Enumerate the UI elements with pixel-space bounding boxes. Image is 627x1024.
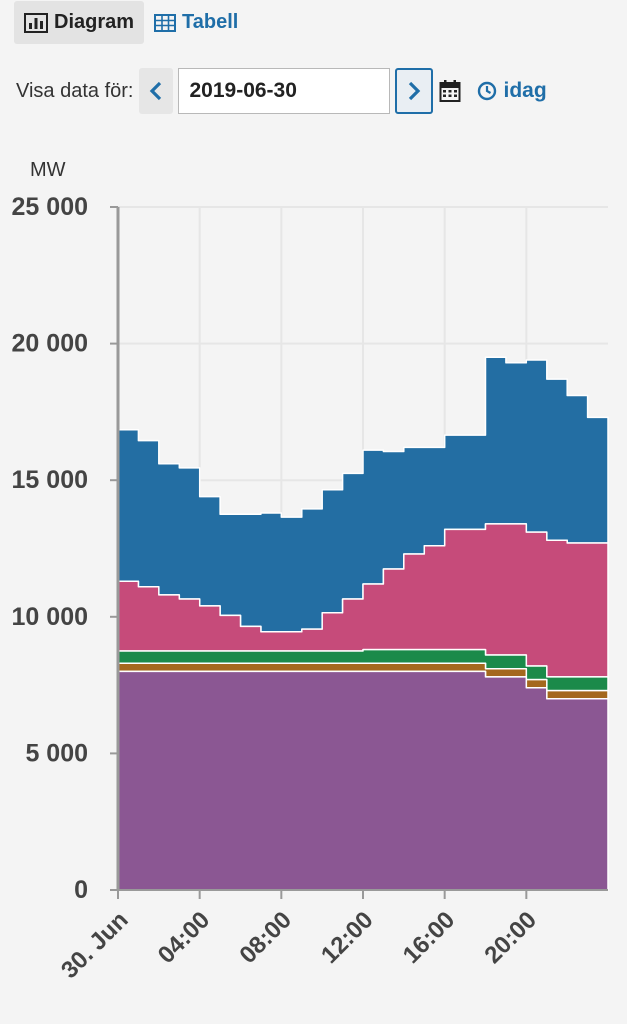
x-tick-label: 30. Jun bbox=[56, 906, 134, 984]
today-link[interactable]: idag bbox=[477, 79, 547, 103]
y-tick-label: 10 000 bbox=[12, 603, 88, 631]
tab-diagram[interactable]: Diagram bbox=[14, 1, 145, 44]
x-tick-label: 16:00 bbox=[398, 906, 461, 969]
x-tick-label: 20:00 bbox=[479, 906, 542, 969]
tab-table-label: Tabell bbox=[182, 11, 239, 33]
clock-icon bbox=[478, 81, 497, 101]
today-label: idag bbox=[503, 79, 547, 102]
y-axis-unit: MW bbox=[30, 159, 66, 181]
tab-table[interactable]: Tabell bbox=[144, 1, 248, 44]
y-tick-label: 25 000 bbox=[12, 193, 88, 221]
prev-date-button[interactable] bbox=[139, 68, 174, 114]
date-input[interactable] bbox=[178, 68, 391, 114]
chevron-right-icon bbox=[409, 81, 421, 101]
bar-chart-icon bbox=[24, 12, 48, 33]
x-tick-label: 04:00 bbox=[153, 906, 216, 969]
calendar-icon bbox=[439, 80, 461, 102]
date-label: Visa data för: bbox=[16, 79, 134, 102]
y-tick-label: 20 000 bbox=[12, 330, 88, 358]
table-icon bbox=[154, 13, 177, 32]
x-tick-label: 12:00 bbox=[316, 906, 379, 969]
area-series-1 bbox=[117, 670, 609, 891]
y-tick-label: 5 000 bbox=[25, 739, 88, 767]
next-date-button[interactable] bbox=[395, 68, 434, 114]
chevron-left-icon bbox=[150, 81, 162, 101]
y-tick-label: 15 000 bbox=[12, 466, 88, 494]
y-tick-label: 0 bbox=[74, 876, 88, 904]
date-controls: Visa data för: idag bbox=[16, 68, 547, 114]
x-tick-label: 08:00 bbox=[234, 906, 297, 969]
calendar-button[interactable] bbox=[439, 79, 461, 103]
view-tabs: Diagram Tabell bbox=[14, 1, 248, 44]
tab-diagram-label: Diagram bbox=[54, 11, 135, 33]
